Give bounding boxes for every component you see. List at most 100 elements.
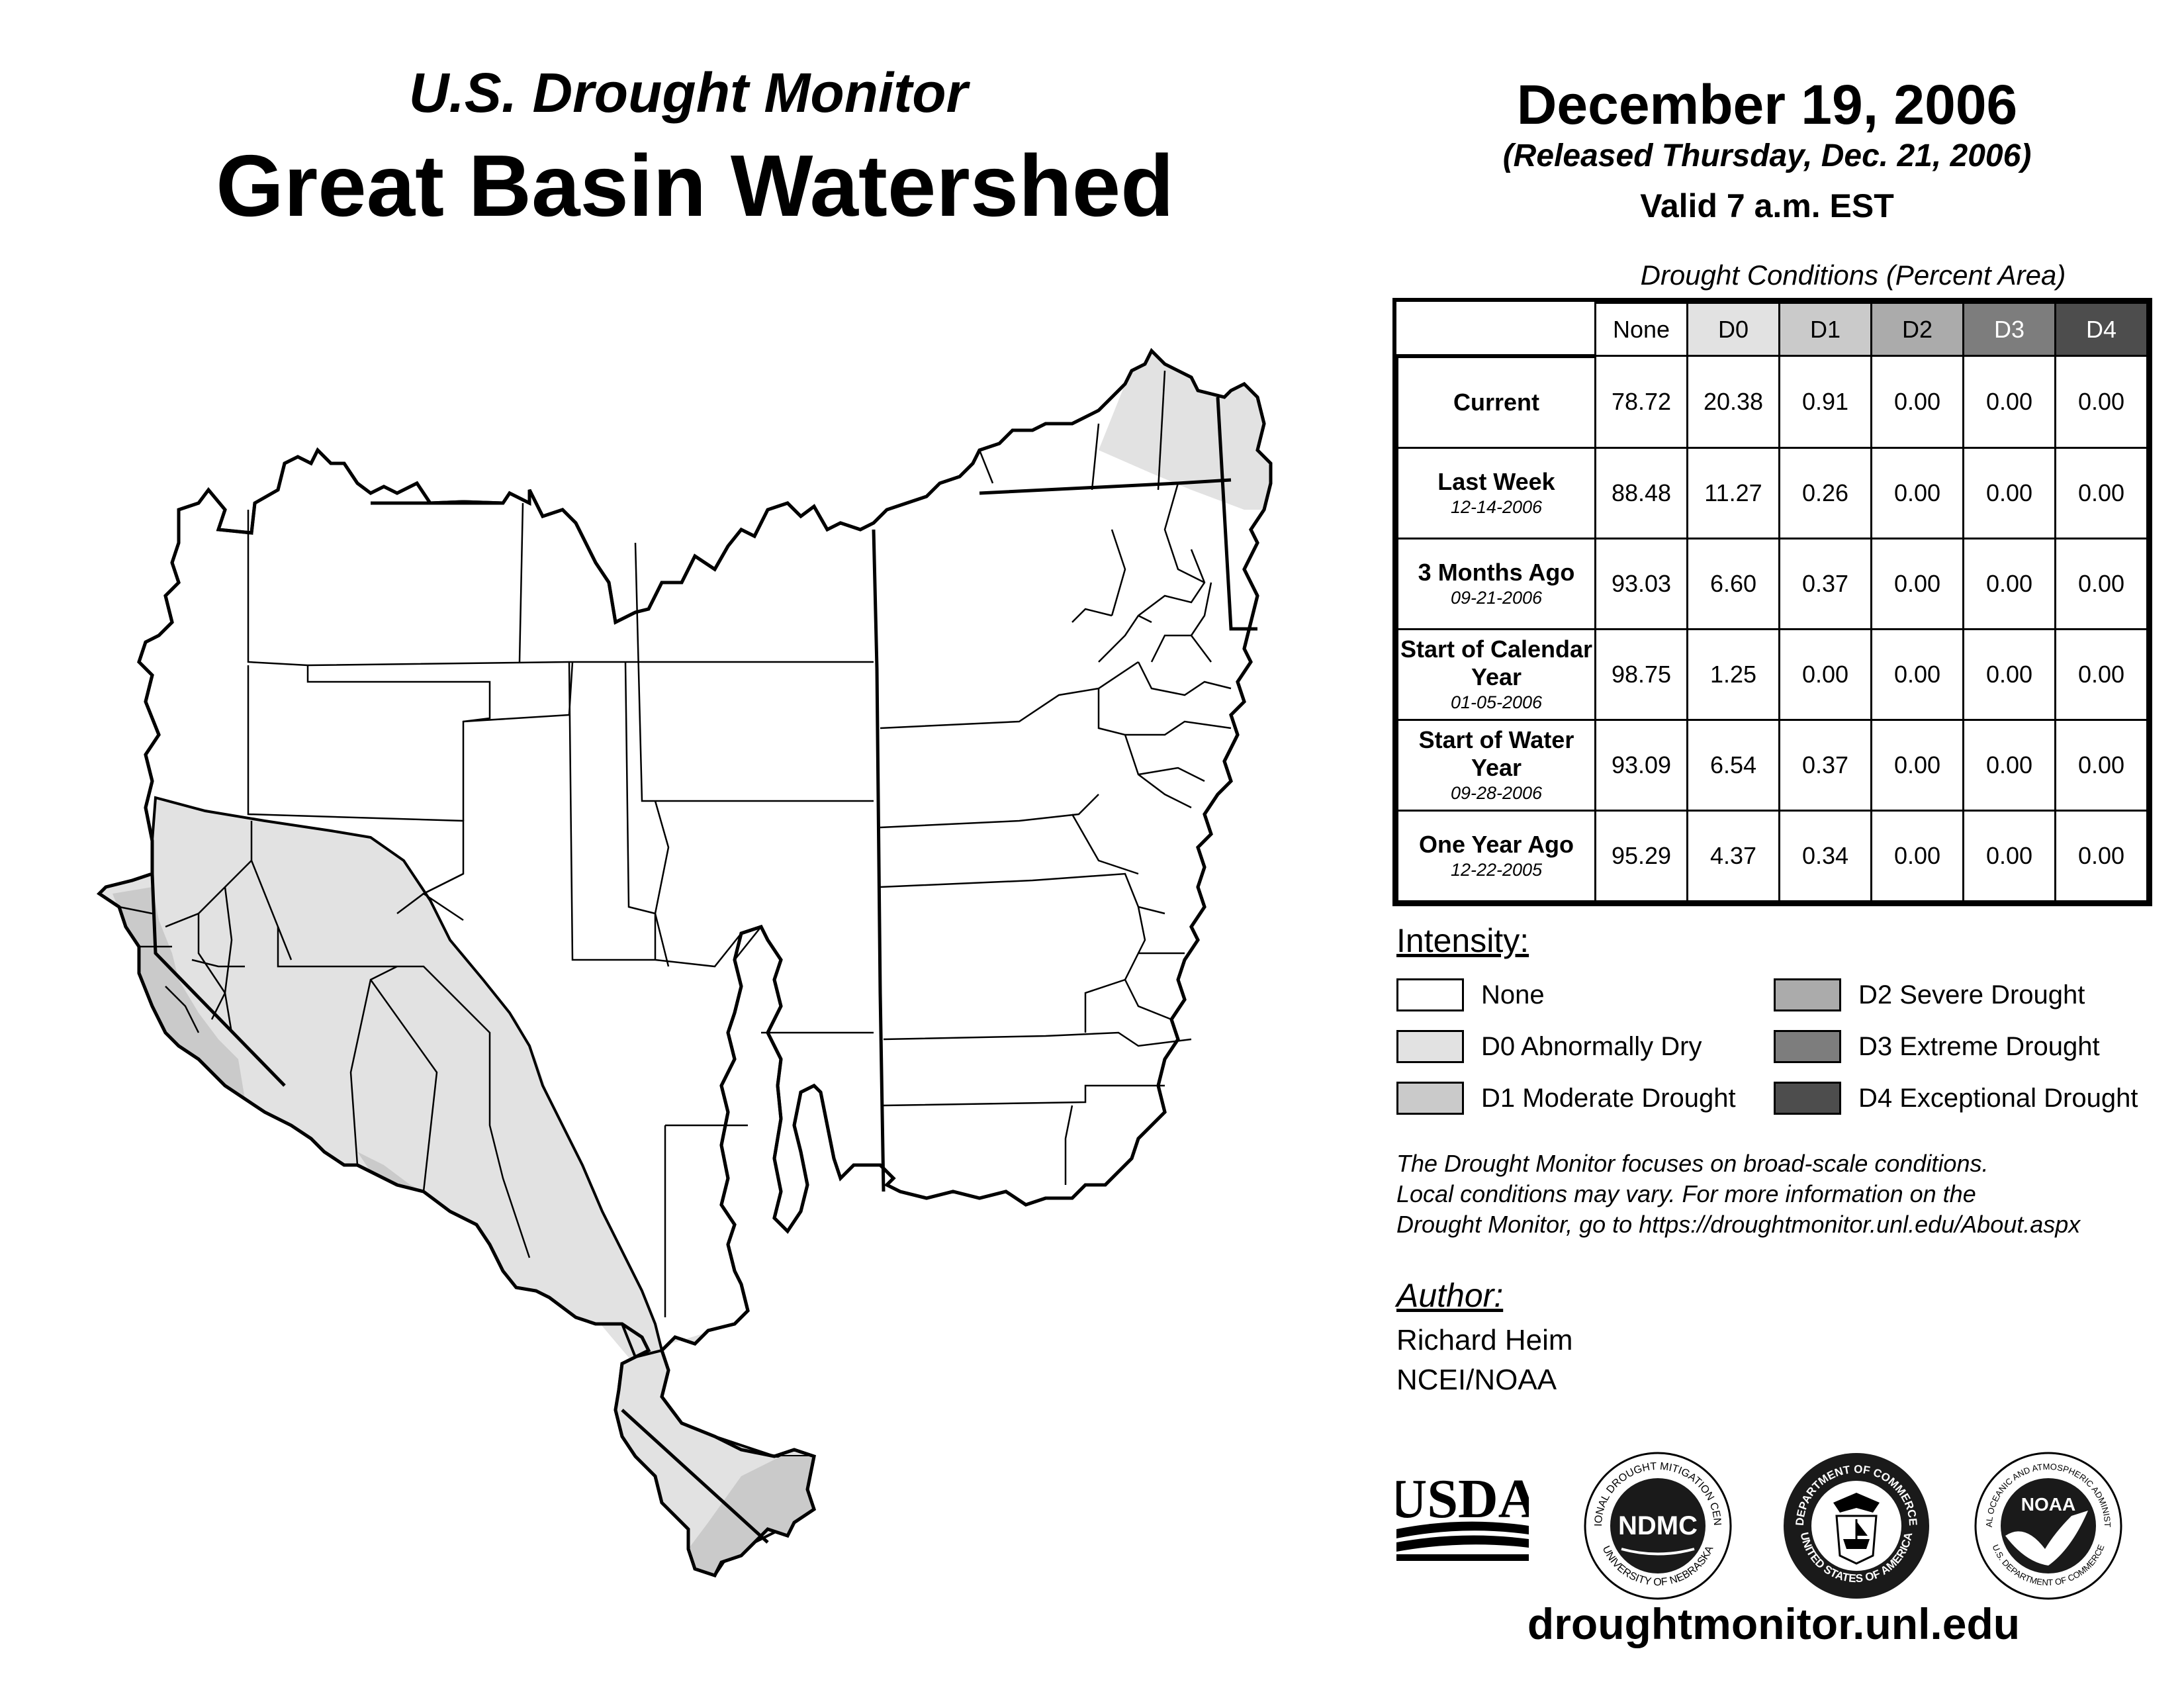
table-corner — [1397, 303, 1596, 358]
row-label: One Year Ago 12-22-2005 — [1396, 809, 1596, 902]
cell: 0.37 — [1778, 718, 1872, 812]
map-basin — [97, 348, 1273, 1578]
cell: 0.00 — [1870, 355, 1964, 449]
cell: 0.00 — [2054, 718, 2148, 812]
row-label: Last Week 12-14-2006 — [1396, 446, 1596, 539]
usda-logo: USDA — [1396, 1468, 1529, 1561]
cell: 0.00 — [1962, 537, 2056, 630]
row-date: 12-22-2005 — [1450, 859, 1543, 880]
ndmc-logo-text: NDMC — [1618, 1511, 1698, 1540]
cell: 95.29 — [1594, 809, 1688, 902]
title-small: U.S. Drought Monitor — [408, 62, 968, 124]
d1-area-west — [113, 887, 245, 1099]
seagull-icon — [2005, 1511, 2088, 1566]
author-title: Author: — [1396, 1277, 1504, 1314]
legend-label: None — [1481, 980, 1545, 1009]
cell: 0.91 — [1778, 355, 1872, 449]
cell: 0.00 — [1778, 628, 1872, 721]
cell: 0.37 — [1778, 537, 1872, 630]
eagle-icon — [1833, 1493, 1880, 1513]
cell: 0.00 — [1962, 718, 2056, 812]
legend-swatch — [1774, 978, 1841, 1011]
note-line: Drought Monitor, go to https://droughtmo… — [1396, 1211, 2081, 1238]
cell: 0.00 — [2054, 446, 2148, 539]
cell: 0.00 — [1962, 355, 2056, 449]
table-row: Start of Water Year 09-28-2006 93.09 6.54… — [1396, 718, 2148, 812]
legend-swatch — [1396, 1082, 1464, 1115]
usda-logo-text: USDA — [1396, 1468, 1529, 1530]
row-label: 3 Months Ago 09-21-2006 — [1396, 537, 1596, 630]
table-row: 3 Months Ago 09-21-2006 93.03 6.60 0.37 0… — [1396, 537, 2148, 630]
cell: 98.75 — [1594, 628, 1688, 721]
row-date: 01-05-2006 — [1450, 692, 1543, 712]
site-url[interactable]: droughtmonitor.unl.edu — [1527, 1599, 2021, 1648]
cell: 0.00 — [1870, 628, 1964, 721]
cell: 0.00 — [1962, 446, 2056, 539]
row-date: 12-14-2006 — [1450, 496, 1543, 517]
col-d0: D0 — [1686, 302, 1780, 357]
ndmc-logo: NATIONAL DROUGHT MITIGATION CENTER UNIVE… — [1582, 1450, 1732, 1600]
cell: 0.00 — [1962, 809, 2056, 902]
cell: 0.00 — [1870, 537, 1964, 630]
noaa-logo-text: NOAA — [2021, 1494, 2075, 1515]
row-date: 09-28-2006 — [1450, 782, 1543, 803]
cell: 20.38 — [1686, 355, 1780, 449]
valid-time: Valid 7 a.m. EST — [1640, 187, 1894, 224]
legend-swatch — [1396, 1030, 1464, 1063]
row-label: Start of Calendar Year 01-05-2006 — [1396, 628, 1596, 721]
page-title: Great Basin Watershed — [216, 137, 1174, 234]
cell: 78.72 — [1594, 355, 1688, 449]
author-org: NCEI/NOAA — [1396, 1364, 1557, 1396]
legend-label: D1 Moderate Drought — [1481, 1084, 1736, 1113]
cell: 0.00 — [1962, 628, 2056, 721]
row-date: 09-21-2006 — [1450, 587, 1543, 608]
county-boundaries — [118, 370, 1232, 1317]
col-d4: D4 — [2054, 302, 2148, 357]
map-date: December 19, 2006 — [1516, 73, 2018, 136]
legend-title: Intensity: — [1396, 922, 1529, 959]
legend-label: D2 Severe Drought — [1858, 980, 2085, 1009]
table-row: Start of Calendar Year 01-05-2006 98.75 1… — [1396, 628, 2148, 721]
legend-label: D0 Abnormally Dry — [1481, 1032, 1702, 1061]
legend-swatch — [1396, 978, 1464, 1011]
col-none: None — [1594, 302, 1688, 357]
d1-area-mid — [357, 1152, 424, 1192]
cell: 93.03 — [1594, 537, 1688, 630]
table-header-row: None D0 D1 D2 D3 D4 — [1397, 302, 2148, 358]
col-d3: D3 — [1962, 302, 2056, 357]
cell: 88.48 — [1594, 446, 1688, 539]
cell: 0.00 — [2054, 809, 2148, 902]
cell: 0.00 — [1870, 446, 1964, 539]
table-row: Current 78.72 20.38 0.91 0.00 0.00 0.00 — [1396, 355, 2148, 449]
legend-label: D3 Extreme Drought — [1858, 1032, 2100, 1061]
note-line: The Drought Monitor focuses on broad-sca… — [1396, 1150, 1989, 1177]
table-row: Last Week 12-14-2006 88.48 11.27 0.26 0.0… — [1396, 446, 2148, 539]
cell: 0.26 — [1778, 446, 1872, 539]
table-caption: Drought Conditions (Percent Area) — [1640, 259, 2066, 291]
cell: 6.60 — [1686, 537, 1780, 630]
drought-map — [97, 348, 1273, 1578]
cell: 0.34 — [1778, 809, 1872, 902]
row-label: Start of Water Year 09-28-2006 — [1396, 718, 1596, 812]
cell: 0.00 — [1870, 718, 1964, 812]
cell: 1.25 — [1686, 628, 1780, 721]
d1-area-south — [688, 1456, 814, 1575]
cell: 6.54 — [1686, 718, 1780, 812]
legend-swatch — [1774, 1082, 1841, 1115]
cell: 4.37 — [1686, 809, 1780, 902]
author-name: Richard Heim — [1396, 1324, 1573, 1356]
release-date: (Released Thursday, Dec. 21, 2006) — [1502, 138, 2032, 173]
cell: 11.27 — [1686, 446, 1780, 539]
note-line: Local conditions may vary. For more info… — [1396, 1180, 1976, 1207]
table-row: One Year Ago 12-22-2005 95.29 4.37 0.34 0… — [1396, 809, 2148, 902]
cell: 93.09 — [1594, 718, 1688, 812]
cell: 0.00 — [1870, 809, 1964, 902]
d0-area-northeast — [1099, 351, 1271, 510]
col-d2: D2 — [1870, 302, 1964, 357]
row-label: Current — [1396, 355, 1596, 449]
cell: 0.00 — [2054, 355, 2148, 449]
noaa-logo: NATIONAL OCEANIC AND ATMOSPHERIC ADMINIS… — [1972, 1450, 2122, 1600]
col-d1: D1 — [1778, 302, 1872, 357]
cell: 0.00 — [2054, 537, 2148, 630]
drought-stats-table: None D0 D1 D2 D3 D4 Current 78.72 20.38 … — [1392, 298, 2152, 906]
